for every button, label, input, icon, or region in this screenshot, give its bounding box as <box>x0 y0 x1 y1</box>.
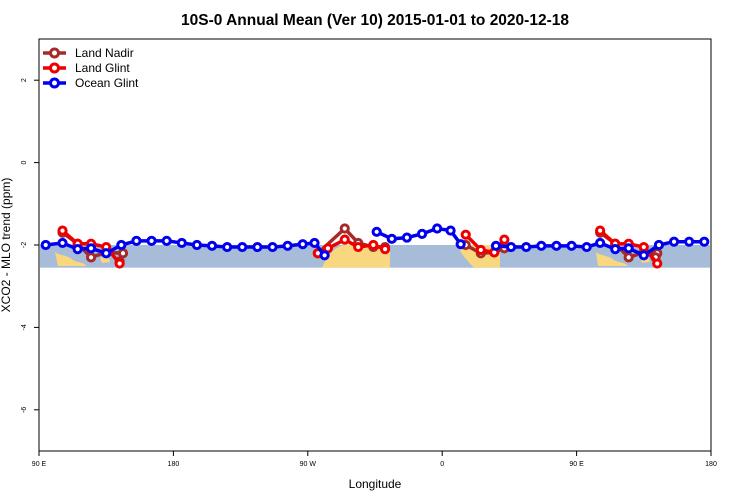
data-point <box>401 232 413 243</box>
data-point <box>490 240 502 251</box>
data-point <box>339 234 350 245</box>
data-point <box>445 225 456 236</box>
data-point <box>379 244 391 255</box>
data-point <box>386 233 397 244</box>
data-point <box>623 252 634 263</box>
data-point <box>475 244 486 256</box>
data-point <box>499 234 510 245</box>
data-point <box>161 235 172 246</box>
x-tick-label: 90 E <box>32 461 47 468</box>
data-point <box>460 229 471 240</box>
data-point <box>505 241 517 253</box>
data-point <box>85 252 97 263</box>
data-point <box>252 241 263 253</box>
data-point <box>116 239 127 251</box>
data-point <box>222 241 233 253</box>
data-point <box>57 225 68 236</box>
data-point <box>191 239 203 251</box>
data-point <box>57 237 68 249</box>
data-point <box>684 236 695 247</box>
series-ocean-glint <box>40 223 710 261</box>
data-point <box>368 239 379 251</box>
y-axis: 2 0 -2 -4 -6 <box>21 78 39 413</box>
data-point <box>432 223 443 234</box>
data-point <box>638 241 649 253</box>
data-point <box>339 223 350 234</box>
legend-item: Land Glint <box>43 61 130 75</box>
data-point <box>72 244 83 255</box>
data-point <box>455 239 466 250</box>
land-shape <box>596 252 628 266</box>
data-point <box>146 235 157 246</box>
data-point <box>319 250 330 261</box>
series-land-glint <box>57 225 663 269</box>
data-point <box>610 244 621 255</box>
data-point <box>638 250 649 261</box>
x-tick-label: 90 W <box>300 461 317 468</box>
data-point <box>282 240 293 251</box>
data-point <box>595 225 606 236</box>
x-tick-label: 180 <box>168 461 180 468</box>
data-point <box>668 236 680 247</box>
y-tick-label: 2 <box>21 78 28 82</box>
x-axis-label: Longitude <box>349 477 402 491</box>
data-point <box>566 240 577 251</box>
land-shape <box>55 252 86 266</box>
y-tick-label: -2 <box>21 242 28 248</box>
data-point <box>416 228 428 239</box>
data-point <box>536 240 547 251</box>
data-point <box>114 258 125 269</box>
y-tick-label: 0 <box>21 161 28 165</box>
data-point <box>85 243 97 254</box>
legend-marker <box>49 62 60 74</box>
data-point <box>309 237 320 249</box>
chart-title: 10S-0 Annual Mean (Ver 10) 2015-01-01 to… <box>181 12 569 29</box>
y-axis-label: XCO2 - MLO trend (ppm) <box>0 178 13 313</box>
data-point <box>623 243 634 254</box>
x-tick-label: 180 <box>705 461 717 468</box>
data-point <box>521 241 532 253</box>
y-tick-label: -4 <box>21 324 28 330</box>
x-tick-label: 0 <box>440 461 444 468</box>
legend-item: Ocean Glint <box>43 76 139 90</box>
data-point <box>652 258 663 269</box>
data-point <box>653 239 665 251</box>
legend-marker <box>49 77 60 89</box>
legend-label: Land Glint <box>75 61 130 75</box>
data-point <box>699 236 710 247</box>
data-point <box>176 237 187 249</box>
data-point <box>581 241 592 253</box>
data-point <box>40 239 51 251</box>
data-point <box>237 241 248 253</box>
data-point <box>595 237 606 249</box>
data-point <box>267 241 278 253</box>
data-point <box>551 240 562 251</box>
x-tick-label: 90 E <box>569 461 584 468</box>
legend-item: Land Nadir <box>43 46 134 60</box>
x-axis: 90 E 180 90 W 0 90 E 180 <box>32 451 717 468</box>
legend-label: Ocean Glint <box>75 76 139 90</box>
legend-label: Land Nadir <box>75 46 134 60</box>
data-point <box>206 240 218 251</box>
series-layer <box>40 223 710 269</box>
data-point <box>131 235 142 246</box>
data-point <box>117 248 129 259</box>
data-point <box>353 241 364 253</box>
y-tick-label: -6 <box>21 407 28 413</box>
legend-marker <box>49 47 60 59</box>
data-point <box>101 248 112 259</box>
data-point <box>297 239 308 250</box>
data-point <box>371 226 382 237</box>
